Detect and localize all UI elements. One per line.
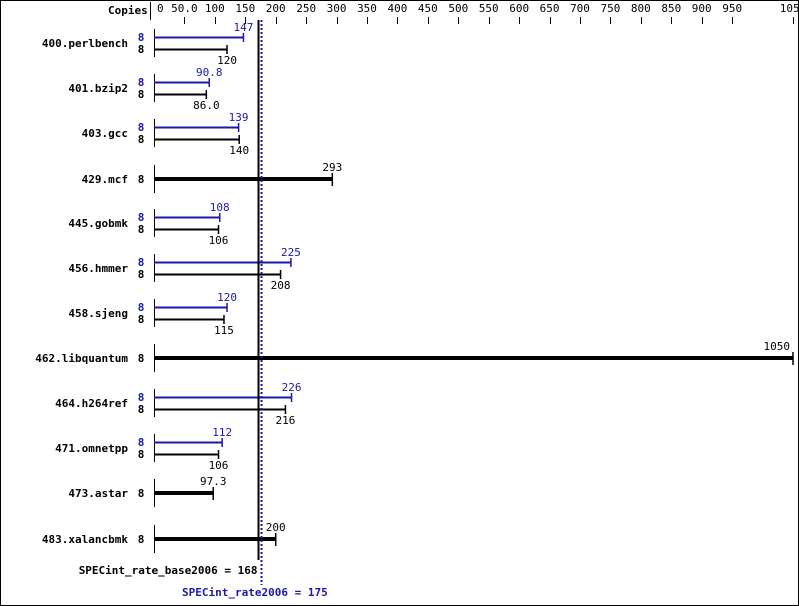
base-summary-label: SPECint_rate_base2006 = 168 [79, 564, 258, 577]
peak-value-label: 147 [234, 21, 254, 34]
tick-label: 600 [509, 2, 529, 15]
axis-label: Copies [108, 4, 148, 17]
tick-label: 800 [631, 2, 651, 15]
base-value-label: 216 [276, 414, 296, 427]
benchmark-label: 403.gcc [82, 127, 128, 140]
base-copies: 8 [138, 223, 145, 236]
base-copies: 8 [138, 352, 145, 365]
base-value-label: 106 [209, 459, 229, 472]
peak-value-label: 120 [217, 291, 237, 304]
base-value-label: 208 [271, 279, 291, 292]
tick-label: 100 [205, 2, 225, 15]
base-value-label: 293 [322, 161, 342, 174]
tick-label: 750 [600, 2, 620, 15]
peak-copies: 8 [138, 256, 145, 269]
peak-copies: 8 [138, 436, 145, 449]
base-copies: 8 [138, 268, 145, 281]
base-value-label: 120 [217, 54, 237, 67]
tick-label: 700 [570, 2, 590, 15]
base-copies: 8 [138, 403, 145, 416]
benchmark-label: 462.libquantum [35, 352, 128, 365]
peak-copies: 8 [138, 121, 145, 134]
peak-value-label: 112 [212, 426, 232, 439]
tick-label: 950 [722, 2, 742, 15]
tick-label: 350 [357, 2, 377, 15]
tick-label: 900 [692, 2, 712, 15]
peak-summary-label: SPECint_rate2006 = 175 [182, 586, 328, 599]
peak-copies: 8 [138, 31, 145, 44]
tick-label: 850 [661, 2, 681, 15]
tick-label: 300 [327, 2, 347, 15]
base-copies: 8 [138, 448, 145, 461]
peak-copies: 8 [138, 211, 145, 224]
tick-label: 450 [418, 2, 438, 15]
tick-label: 250 [296, 2, 316, 15]
peak-value-label: 226 [282, 381, 302, 394]
peak-value-label: 225 [281, 246, 301, 259]
base-copies: 8 [138, 133, 145, 146]
base-copies: 8 [138, 173, 145, 186]
benchmark-label: 483.xalancbmk [42, 533, 128, 546]
tick-label: 400 [387, 2, 407, 15]
benchmark-label: 473.astar [68, 487, 128, 500]
benchmark-label: 445.gobmk [68, 217, 128, 230]
tick-label: 1050 [780, 2, 799, 15]
benchmark-label: 401.bzip2 [68, 82, 128, 95]
base-value-label: 97.3 [200, 475, 227, 488]
base-value-label: 115 [214, 324, 234, 337]
base-value-label: 1050 [764, 340, 791, 353]
tick-label: 500 [448, 2, 468, 15]
benchmark-label: 458.sjeng [68, 307, 128, 320]
tick-label: 0 [157, 2, 164, 15]
benchmark-label: 464.h264ref [55, 397, 128, 410]
base-value-label: 140 [229, 144, 249, 157]
peak-copies: 8 [138, 76, 145, 89]
benchmark-label: 456.hmmer [68, 262, 128, 275]
peak-copies: 8 [138, 391, 145, 404]
base-copies: 8 [138, 487, 145, 500]
peak-value-label: 108 [210, 201, 230, 214]
tick-label: 550 [479, 2, 499, 15]
base-value-label: 106 [209, 234, 229, 247]
base-copies: 8 [138, 43, 145, 56]
tick-label: 650 [540, 2, 560, 15]
tick-label: 50.0 [171, 2, 198, 15]
base-value-label: 86.0 [193, 99, 220, 112]
base-copies: 8 [138, 533, 145, 546]
benchmark-label: 429.mcf [82, 173, 128, 186]
base-copies: 8 [138, 88, 145, 101]
tick-label: 200 [266, 2, 286, 15]
peak-copies: 8 [138, 301, 145, 314]
base-value-label: 200 [266, 521, 286, 534]
peak-value-label: 139 [229, 111, 249, 124]
tick-label: 150 [235, 2, 255, 15]
benchmark-label: 471.omnetpp [55, 442, 128, 455]
base-copies: 8 [138, 313, 145, 326]
peak-value-label: 90.8 [196, 66, 223, 79]
benchmark-label: 400.perlbench [42, 37, 128, 50]
